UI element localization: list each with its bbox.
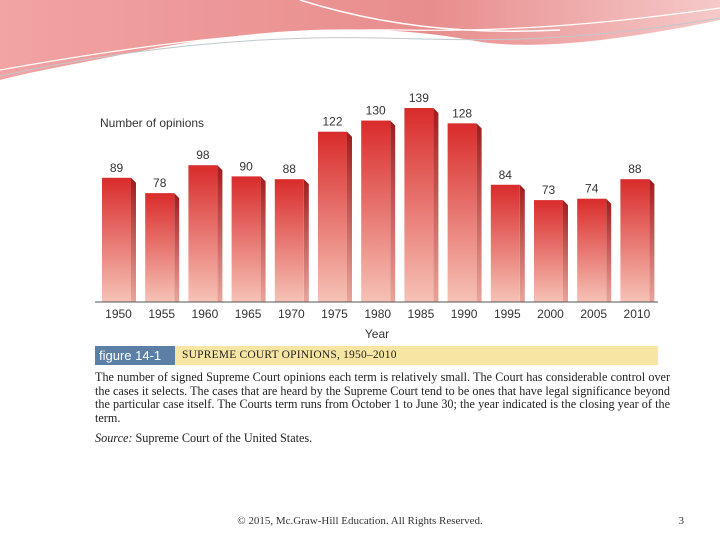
x-tick-2010: 2010: [624, 307, 651, 321]
bar-side: [217, 165, 223, 302]
bar-1965: [231, 176, 261, 302]
x-tick-1995: 1995: [494, 307, 521, 321]
x-tick-1970: 1970: [278, 307, 305, 321]
bar-side: [303, 179, 309, 302]
bar-chart: Number of opinions 89 78 98 90 88 122 130 139 12…: [95, 91, 658, 341]
figure-title: SUPREME COURT OPINIONS, 1950–2010: [182, 349, 397, 361]
slide-header-decoration: [0, 0, 720, 80]
figure-caption: The number of signed Supreme Court opini…: [95, 370, 670, 425]
data-label-1985: 139: [409, 91, 429, 105]
bar-2010: [620, 179, 650, 302]
data-label-2005: 74: [585, 182, 599, 196]
x-tick-1960: 1960: [192, 307, 219, 321]
bar-1980: [361, 120, 391, 302]
x-tick-1950: 1950: [105, 307, 132, 321]
bar-1970: [274, 179, 304, 302]
source-text: Supreme Court of the United States.: [135, 431, 313, 445]
bar-side: [476, 123, 482, 303]
bar-side: [563, 200, 568, 302]
x-tick-1975: 1975: [321, 307, 348, 321]
x-tick-2005: 2005: [580, 307, 607, 321]
data-label-1950: 89: [110, 161, 124, 175]
data-label-1960: 98: [196, 148, 210, 162]
bar-1975: [318, 131, 347, 302]
bar-side: [649, 179, 655, 302]
bar-1960: [188, 165, 218, 302]
bar-side: [606, 198, 612, 302]
data-label-1980: 130: [366, 104, 386, 118]
page-number: 3: [678, 515, 685, 527]
bar-side: [390, 120, 396, 302]
x-axis-label: Year: [365, 327, 389, 341]
x-tick-2000: 2000: [537, 307, 564, 321]
x-tick-1955: 1955: [148, 307, 175, 321]
data-label-2000: 73: [542, 183, 556, 197]
y-axis-label: Number of opinions: [100, 116, 204, 130]
copyright-footer: © 2015, Mc.Graw-Hill Education. All Righ…: [237, 515, 483, 527]
bar-2000: [534, 200, 563, 302]
x-tick-1965: 1965: [235, 307, 262, 321]
bar-1950: [102, 177, 131, 302]
bar-side: [260, 176, 266, 302]
bar-2005: [577, 198, 607, 302]
data-label-1965: 90: [239, 159, 253, 173]
figure-source: Source: Supreme Court of the United Stat…: [95, 431, 312, 446]
x-tick-1980: 1980: [364, 307, 391, 321]
x-tick-1990: 1990: [451, 307, 478, 321]
bar-1985: [404, 108, 434, 302]
data-label-1990: 128: [452, 106, 472, 120]
bar-side: [519, 184, 525, 302]
bar-side: [131, 177, 136, 302]
x-tick-1985: 1985: [408, 307, 435, 321]
data-label-1970: 88: [283, 162, 297, 176]
bar-side: [433, 108, 439, 302]
bar-side: [347, 131, 352, 302]
source-label: Source:: [95, 431, 133, 445]
data-label-2010: 88: [628, 162, 642, 176]
data-label-1995: 84: [499, 168, 513, 182]
data-label-1955: 78: [153, 176, 167, 190]
data-label-1975: 122: [322, 115, 342, 129]
bar-side: [174, 193, 180, 302]
bar-1955: [145, 193, 175, 302]
bar-1990: [447, 123, 477, 303]
bar-1995: [490, 184, 520, 302]
figure-number-tag: figure 14-1: [95, 346, 175, 365]
figure-title-bar: [95, 346, 658, 365]
